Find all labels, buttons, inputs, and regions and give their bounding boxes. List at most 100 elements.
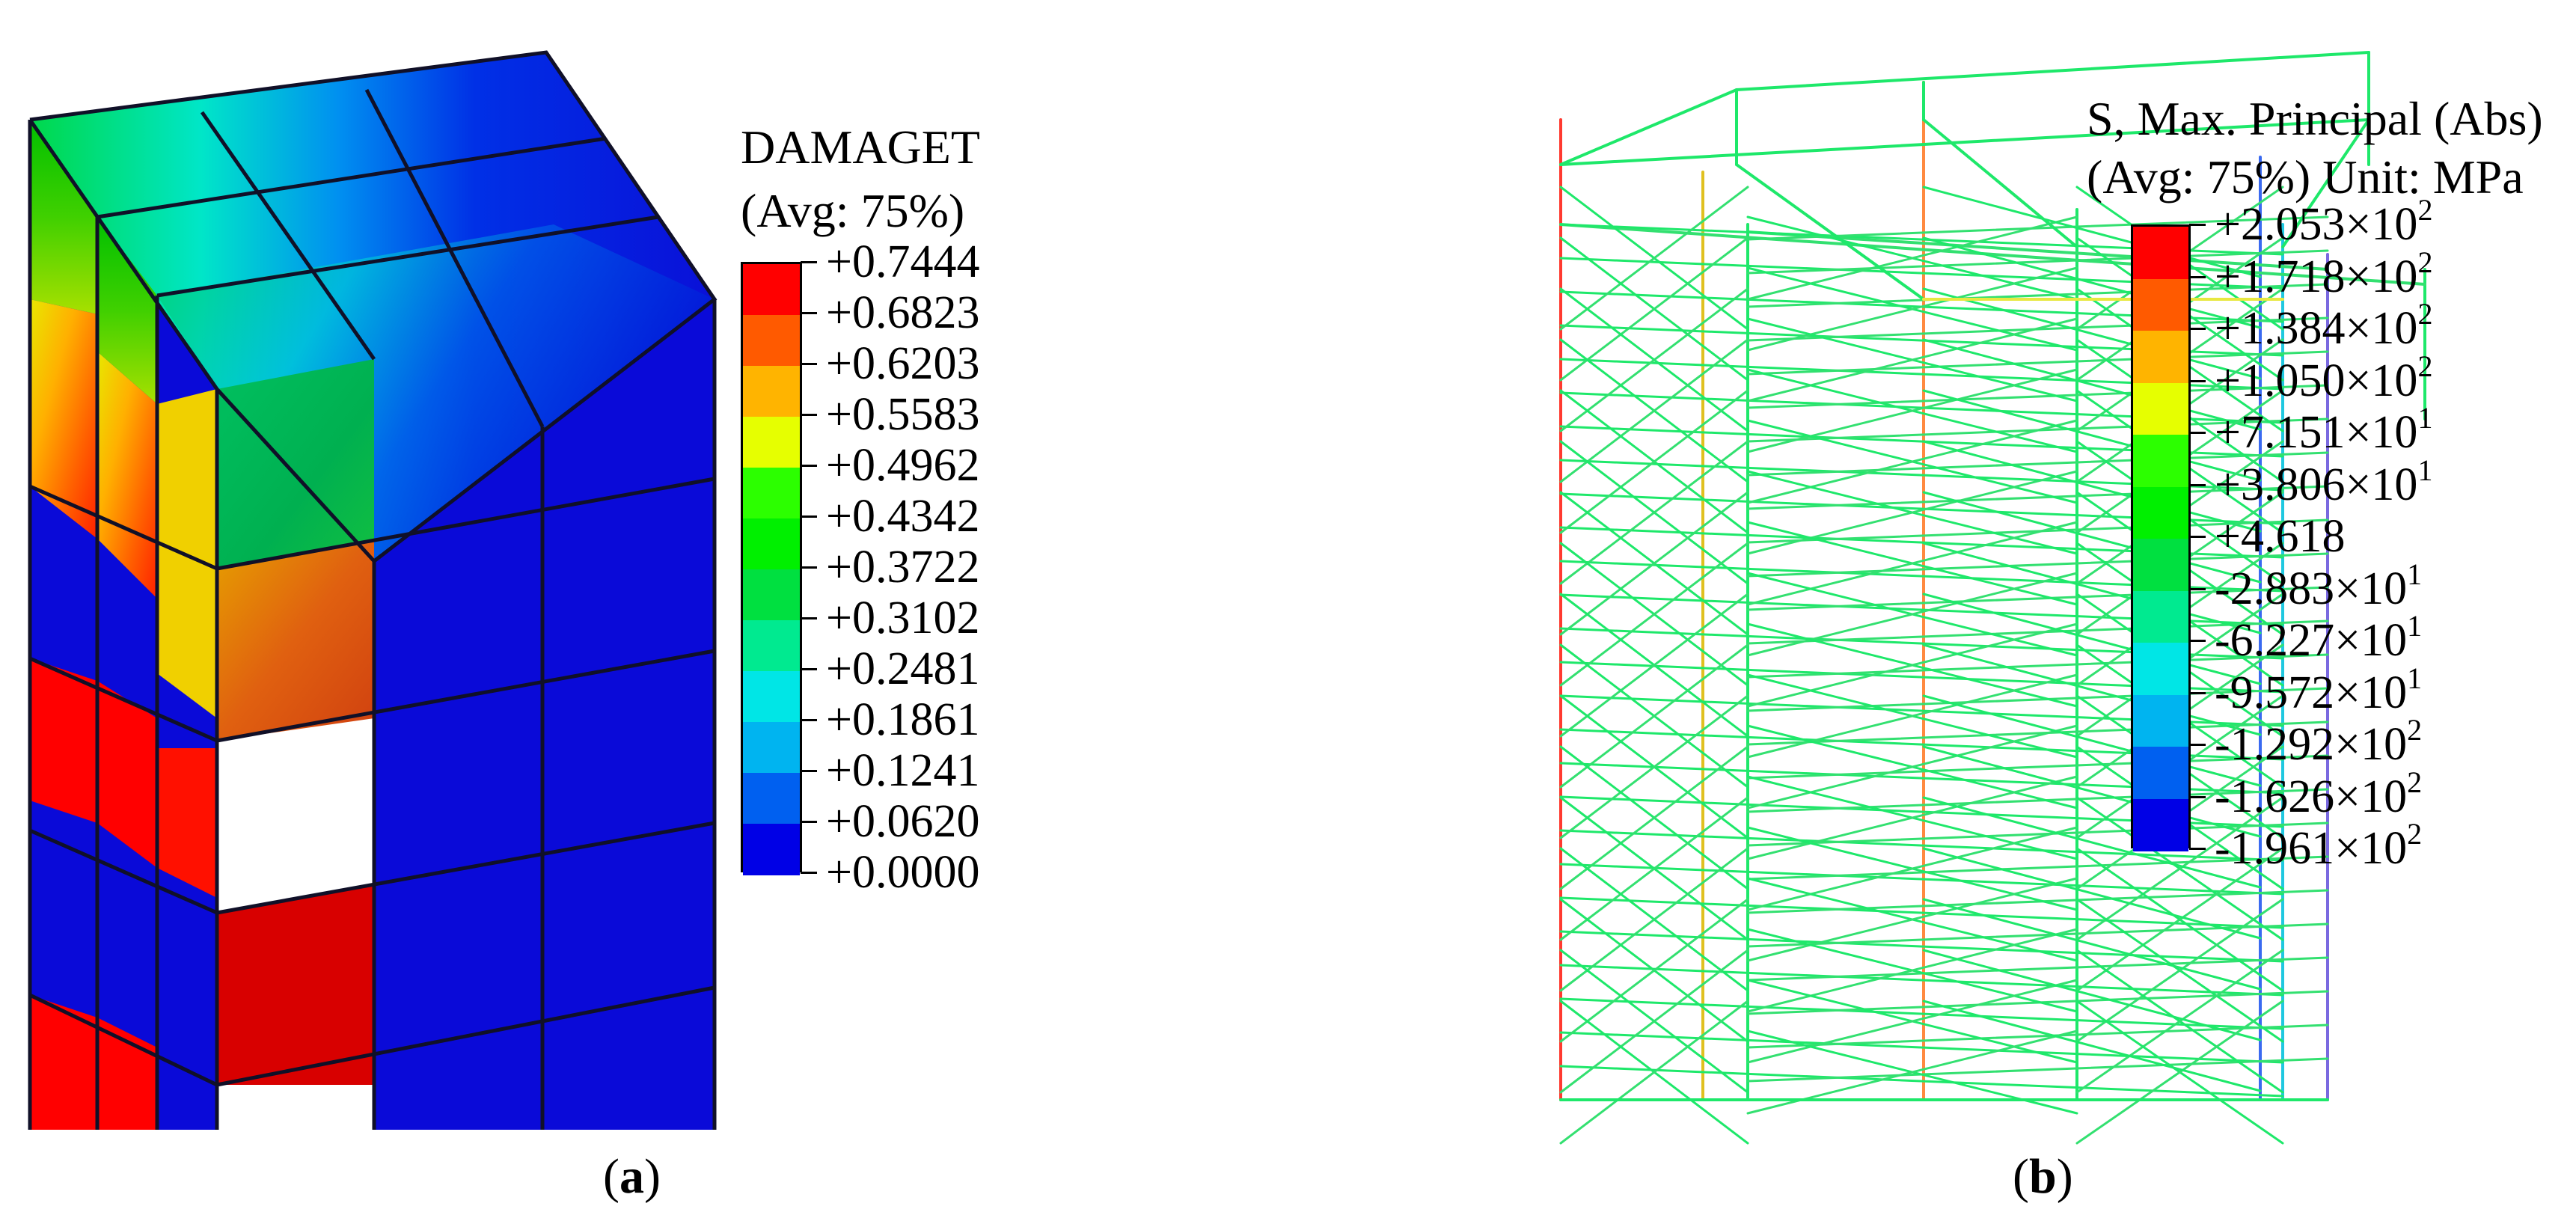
frame-member (1746, 720, 2329, 746)
frame-member (1746, 419, 2078, 504)
color-legend-bar (2131, 224, 2191, 851)
legend-tick (2189, 432, 2206, 434)
frame-member (1559, 491, 1749, 636)
frame-member (1922, 593, 2262, 685)
legend-color-cell (2133, 486, 2188, 539)
legend-tick (2189, 691, 2206, 694)
frame-member (1559, 949, 1749, 1094)
frame-member (1922, 389, 2262, 482)
legend-value-label: +0.6203 (826, 338, 980, 389)
frame-member (1746, 1057, 2329, 1083)
legend-value-label: -9.572×101 (2215, 661, 2423, 718)
frame-member (2075, 847, 2284, 992)
frame-member (1559, 1065, 2284, 1098)
frame-member (1559, 338, 1749, 483)
legend-tick (801, 821, 817, 823)
legend-color-cell (743, 417, 800, 468)
legend-value-label: +0.0000 (826, 847, 980, 898)
frame-member (1559, 643, 1749, 789)
frame-member (1746, 889, 2329, 914)
frame-member (1922, 287, 2262, 380)
frame-member (1559, 440, 1749, 585)
legend-tick (2189, 744, 2206, 746)
legend-tick (801, 617, 817, 619)
legend-value-label: +4.618 (2215, 511, 2346, 562)
frame-member (1922, 186, 2262, 278)
frame-member (1559, 863, 2284, 896)
legend-value-label: -1.292×102 (2215, 713, 2423, 771)
legend-tick (2189, 483, 2206, 486)
legend-tick (801, 515, 817, 518)
frame-member (1746, 451, 2329, 477)
legend-tick (2189, 640, 2206, 642)
legend-title: DAMAGET (741, 120, 980, 174)
frame-member (1746, 877, 2078, 962)
frame-member (1746, 368, 2078, 453)
frame-member (1922, 338, 2262, 431)
panel-b-stress-contour: S, Max. Principal (Abs) (Avg: 75%) Unit:… (1288, 0, 2576, 1230)
legend-tick (2189, 328, 2206, 330)
frame-member (1559, 389, 1749, 534)
frame-member (1746, 586, 2329, 611)
legend-color-cell (743, 468, 800, 519)
frame-member (1559, 1031, 2284, 1064)
legend-value-label: +0.0620 (826, 796, 980, 847)
frame-member (1559, 118, 2370, 166)
frame-member (2075, 796, 2284, 941)
frame-member (1922, 694, 2262, 787)
frame-member (1746, 788, 2329, 813)
legend-color-cell (743, 722, 800, 774)
legend-color-cell (743, 315, 800, 367)
frame-member (1922, 542, 2262, 634)
legend-value-label: +1.384×102 (2215, 297, 2433, 355)
legend-color-cell (2133, 435, 2188, 487)
frame-member (1559, 847, 1749, 992)
frame-member (1559, 964, 2284, 997)
frame-member (1559, 542, 1749, 687)
color-legend-bar (741, 262, 802, 875)
frame-member (1922, 440, 2262, 533)
frame-member (1559, 997, 2284, 1030)
legend-tick (801, 668, 817, 670)
frame-member (2075, 1000, 2284, 1145)
legend-tick (801, 770, 817, 772)
frame-member (1922, 236, 2262, 329)
frame-member (1746, 673, 2078, 759)
legend-value-label: +0.5583 (826, 389, 980, 440)
frame-member (2281, 118, 2370, 248)
frame-member (1559, 88, 1738, 166)
legend-tick (801, 312, 817, 314)
frame-member (1746, 215, 2329, 241)
legend-color-cell (743, 620, 800, 672)
legend-color-cell (2133, 798, 2188, 851)
legend-tick (2189, 587, 2206, 590)
frame-member (1746, 754, 2329, 780)
frame-member (1746, 384, 2329, 409)
frame-member (1746, 350, 2329, 376)
frame-member (1746, 653, 2329, 679)
frame-member (1746, 521, 2078, 606)
legend-value-label: -2.883×101 (2215, 557, 2423, 614)
legend-tick (2189, 224, 2206, 226)
frame-member (1559, 694, 1749, 839)
legend-value-label: +1.718×102 (2215, 245, 2433, 302)
legend-color-cell (743, 671, 800, 723)
frame-member (1746, 922, 2329, 948)
frame-member (1746, 266, 2078, 352)
frame-member (1746, 855, 2329, 881)
frame-member (1746, 956, 2329, 982)
legend-color-cell (2133, 590, 2188, 643)
legend-color-cell (2133, 539, 2188, 591)
legend-tick (2189, 379, 2206, 382)
frame-member (1746, 572, 2078, 657)
frame-member (1746, 826, 2078, 911)
legend-value-label: +0.1861 (826, 694, 980, 745)
legend-value-label: +0.7444 (826, 236, 980, 287)
legend-color-cell (743, 366, 800, 417)
legend-subtitle: (Avg: 75%) (741, 184, 965, 237)
frame-member (1746, 470, 2078, 555)
frame-member (1922, 796, 2262, 889)
legend-value-label: +0.4342 (826, 491, 980, 542)
frame-member (1922, 491, 2262, 584)
frame-member (1735, 163, 1925, 301)
